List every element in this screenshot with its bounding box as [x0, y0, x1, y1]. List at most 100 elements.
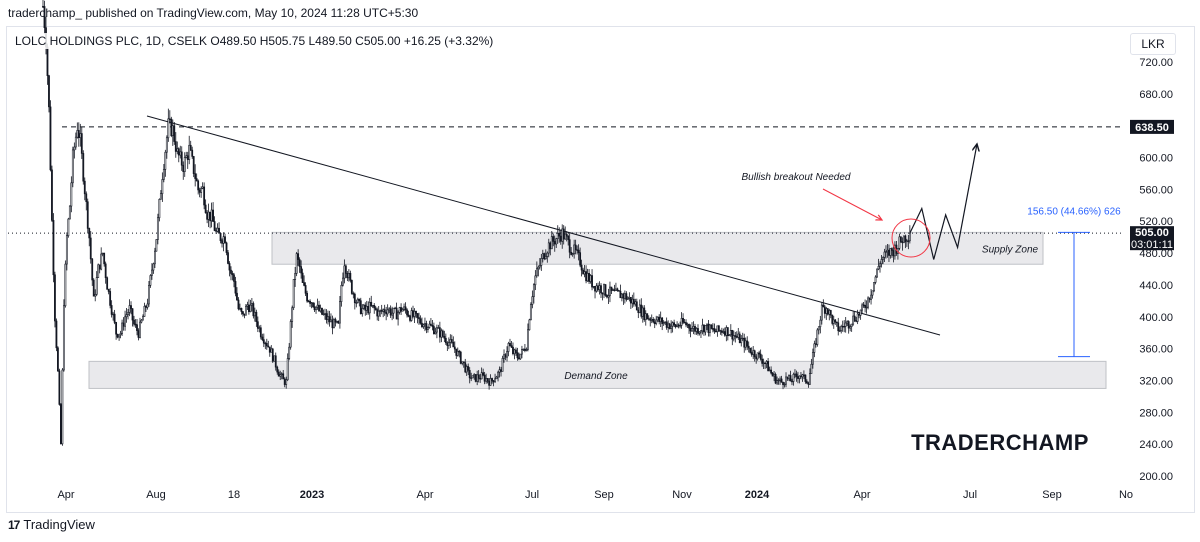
candle-body — [806, 381, 808, 384]
candle-body — [459, 351, 462, 364]
candle-body — [156, 217, 159, 240]
y-tick-label: 200.00 — [1139, 471, 1173, 483]
candle-body — [228, 263, 231, 271]
candle-body — [709, 324, 711, 333]
candle-body — [267, 345, 270, 348]
y-tick-label: 680.00 — [1139, 89, 1173, 101]
candle-body — [385, 311, 388, 315]
candle-body — [174, 141, 177, 152]
candle-body — [234, 281, 237, 294]
candle-body — [107, 289, 110, 292]
currency-button[interactable]: LKR — [1130, 33, 1176, 55]
candle-body — [395, 307, 398, 320]
x-tick-label: Apr — [57, 489, 74, 501]
candle-body — [333, 319, 335, 329]
candle-body — [744, 340, 747, 348]
candle-body — [79, 133, 82, 138]
candle-body — [177, 148, 180, 156]
candle-body — [291, 307, 294, 322]
candle-body — [882, 257, 884, 260]
candle-body — [419, 318, 422, 324]
candle-body — [104, 263, 107, 279]
candle-body — [182, 164, 185, 172]
candle-body — [613, 289, 616, 292]
candle-body — [507, 343, 510, 352]
projection-path[interactable] — [909, 144, 977, 260]
candle-body — [183, 157, 186, 172]
candle-body — [685, 322, 687, 326]
candle-body — [483, 374, 486, 382]
descending-trendline[interactable] — [146, 115, 941, 336]
candle-body — [222, 236, 225, 244]
candle-body — [277, 371, 280, 377]
candle-body — [430, 323, 432, 326]
demand-zone[interactable] — [88, 360, 1107, 389]
candle-body — [670, 325, 673, 329]
candle-body — [526, 329, 529, 350]
y-tick-label: 520.00 — [1139, 216, 1173, 228]
candle-body — [888, 249, 890, 256]
breakout-circle[interactable] — [891, 218, 931, 258]
candle-body — [700, 330, 702, 333]
candle-body — [382, 309, 385, 312]
candle-body — [444, 337, 447, 344]
candle-body — [528, 319, 531, 331]
candle-body — [538, 265, 541, 268]
candle-body — [573, 244, 576, 254]
candle-body — [783, 383, 786, 386]
candle-body — [91, 258, 94, 281]
candle-body — [497, 371, 499, 378]
y-axis[interactable]: 720.00680.00640.00600.00560.00520.00480.… — [1139, 57, 1173, 483]
candle-body — [834, 319, 837, 323]
candle-body — [868, 297, 871, 300]
candle-body — [498, 369, 501, 373]
candle-body — [653, 321, 656, 324]
candle-body — [116, 333, 119, 338]
candle-body — [564, 233, 567, 240]
candle-body — [697, 328, 699, 334]
candle-body — [898, 236, 901, 249]
candle-body — [92, 279, 95, 297]
candle-body — [741, 337, 744, 340]
candle-body — [740, 338, 743, 344]
tradingview-footer[interactable]: 17 TradingView — [8, 517, 95, 532]
candle-body — [68, 205, 71, 220]
candle-body — [191, 149, 194, 157]
candle-body — [814, 343, 817, 345]
candle-body — [149, 275, 152, 286]
chart-frame[interactable] — [6, 26, 1195, 513]
candle-body — [452, 342, 455, 348]
candle-body — [62, 305, 65, 371]
x-axis[interactable]: Apr Aug 18 2023 Apr Jul Sep Nov 2024 Apr Jul Sep No — [57, 489, 1133, 501]
candle-body — [825, 308, 828, 314]
candle-body — [544, 256, 547, 260]
candle-body — [779, 378, 781, 381]
candle-body — [397, 312, 399, 320]
candle-body — [474, 374, 477, 382]
candle-body — [289, 321, 292, 348]
candle-body — [98, 264, 101, 270]
candle-body — [400, 307, 402, 312]
candle-body — [225, 242, 228, 253]
candle-body — [139, 321, 141, 338]
candle-body — [130, 305, 132, 309]
current-price-tag: 505.00 03:01:11 — [1130, 226, 1174, 251]
candle-body — [635, 301, 638, 311]
candle-body — [522, 348, 525, 351]
candle-body — [324, 313, 326, 315]
candle-body — [427, 327, 429, 330]
candle-body — [559, 235, 562, 242]
x-tick-label: Jul — [525, 489, 539, 501]
candle-body — [856, 313, 859, 322]
supply-zone[interactable] — [271, 231, 1044, 265]
candle-body — [406, 309, 408, 316]
candle-body — [518, 357, 520, 360]
candle-body — [143, 305, 146, 317]
candle-body — [85, 193, 88, 203]
candle-body — [286, 358, 289, 381]
candle-body — [230, 269, 232, 274]
candle-body — [509, 343, 511, 346]
candle-body — [532, 284, 535, 297]
candle-body — [597, 285, 599, 290]
